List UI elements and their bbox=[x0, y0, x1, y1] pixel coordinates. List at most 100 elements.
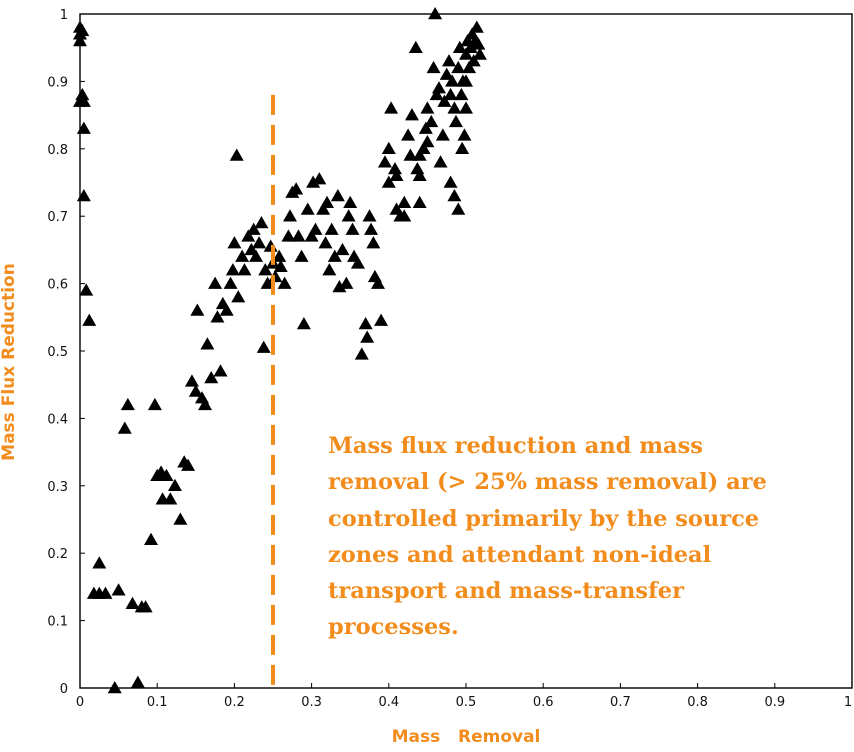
data-point bbox=[443, 175, 458, 188]
data-point bbox=[472, 47, 487, 60]
data-point bbox=[144, 532, 159, 545]
data-point bbox=[200, 337, 215, 350]
data-point bbox=[281, 229, 296, 242]
data-point bbox=[343, 195, 358, 208]
data-point bbox=[445, 74, 460, 87]
x-axis-title: Mass Removal bbox=[392, 727, 541, 747]
data-point bbox=[424, 114, 439, 128]
data-point bbox=[223, 276, 238, 289]
data-point bbox=[469, 20, 484, 33]
data-point bbox=[229, 148, 244, 161]
x-tick-label: 0.3 bbox=[301, 695, 322, 710]
data-point bbox=[273, 259, 288, 272]
data-point bbox=[291, 229, 306, 242]
data-point bbox=[452, 40, 467, 53]
data-point bbox=[227, 236, 242, 249]
data-point bbox=[397, 195, 412, 208]
data-point bbox=[412, 195, 427, 208]
data-point bbox=[219, 303, 234, 316]
y-tick-label: 0.2 bbox=[47, 547, 68, 562]
data-point bbox=[389, 168, 404, 182]
data-point bbox=[418, 121, 433, 134]
data-point bbox=[190, 303, 205, 316]
data-point bbox=[306, 175, 321, 188]
y-tick-label: 0.9 bbox=[47, 75, 68, 90]
data-point bbox=[404, 108, 419, 121]
data-point bbox=[204, 370, 219, 384]
data-point bbox=[420, 101, 435, 114]
data-point bbox=[448, 114, 463, 128]
data-point bbox=[318, 236, 333, 249]
data-point bbox=[431, 81, 446, 94]
data-point bbox=[294, 249, 309, 262]
y-tick-label: 0 bbox=[60, 682, 68, 697]
annotation-line: processes. bbox=[328, 614, 459, 641]
data-point bbox=[429, 87, 444, 101]
data-point bbox=[354, 347, 369, 360]
data-point bbox=[374, 313, 389, 326]
data-point bbox=[304, 229, 319, 242]
data-point bbox=[138, 600, 153, 613]
data-point bbox=[231, 290, 246, 303]
data-point bbox=[258, 263, 273, 276]
x-tick-label: 0.6 bbox=[533, 695, 554, 710]
data-point bbox=[345, 222, 360, 235]
data-point bbox=[316, 202, 331, 215]
annotation-line: removal (> 25% mass removal) are bbox=[328, 469, 767, 496]
data-point bbox=[237, 263, 252, 276]
annotation-line: Mass flux reduction and mass bbox=[328, 433, 703, 459]
data-point bbox=[451, 60, 466, 74]
x-tick-label: 0.8 bbox=[687, 695, 708, 710]
data-point bbox=[107, 681, 122, 694]
data-point bbox=[252, 236, 267, 249]
y-tick-label: 0.4 bbox=[47, 412, 68, 427]
data-point bbox=[241, 229, 256, 242]
data-point bbox=[76, 94, 91, 107]
data-point bbox=[332, 279, 347, 293]
x-tick-label: 0.4 bbox=[378, 695, 399, 710]
data-point bbox=[208, 276, 223, 289]
data-point bbox=[76, 188, 91, 202]
data-point bbox=[397, 209, 412, 222]
data-point bbox=[350, 256, 365, 269]
data-point bbox=[447, 101, 462, 114]
y-tick-label: 0.5 bbox=[47, 345, 68, 360]
y-tick-label: 1 bbox=[60, 8, 68, 23]
x-tick-label: 1 bbox=[844, 695, 852, 710]
data-point bbox=[188, 384, 203, 397]
data-point bbox=[272, 249, 287, 262]
data-point bbox=[451, 202, 466, 215]
data-point bbox=[289, 182, 304, 195]
data-point bbox=[335, 242, 350, 256]
data-point bbox=[454, 87, 469, 101]
data-point bbox=[439, 67, 454, 80]
data-point bbox=[370, 276, 385, 289]
data-point bbox=[163, 492, 178, 505]
data-point bbox=[455, 141, 470, 155]
data-point bbox=[73, 33, 87, 47]
data-point bbox=[277, 276, 292, 289]
x-tick-label: 0.7 bbox=[610, 695, 631, 710]
data-point bbox=[159, 468, 174, 481]
data-point bbox=[420, 135, 435, 148]
data-point bbox=[213, 364, 228, 377]
data-point bbox=[300, 202, 315, 215]
data-point bbox=[457, 128, 472, 141]
data-point bbox=[235, 249, 250, 262]
data-point bbox=[324, 222, 339, 235]
data-point bbox=[463, 40, 478, 53]
data-point bbox=[256, 340, 271, 353]
y-tick-label: 0.3 bbox=[47, 480, 68, 495]
data-point bbox=[147, 397, 162, 411]
data-point bbox=[246, 222, 261, 235]
data-point bbox=[387, 162, 402, 175]
data-point bbox=[173, 512, 188, 525]
x-tick-label: 0.2 bbox=[224, 695, 245, 710]
annotation-line: zones and attendant non-ideal bbox=[328, 541, 712, 568]
data-point bbox=[462, 60, 477, 74]
data-point bbox=[435, 128, 450, 141]
data-point bbox=[459, 74, 473, 87]
x-tick-label: 0.9 bbox=[764, 695, 785, 710]
data-point bbox=[426, 60, 441, 74]
